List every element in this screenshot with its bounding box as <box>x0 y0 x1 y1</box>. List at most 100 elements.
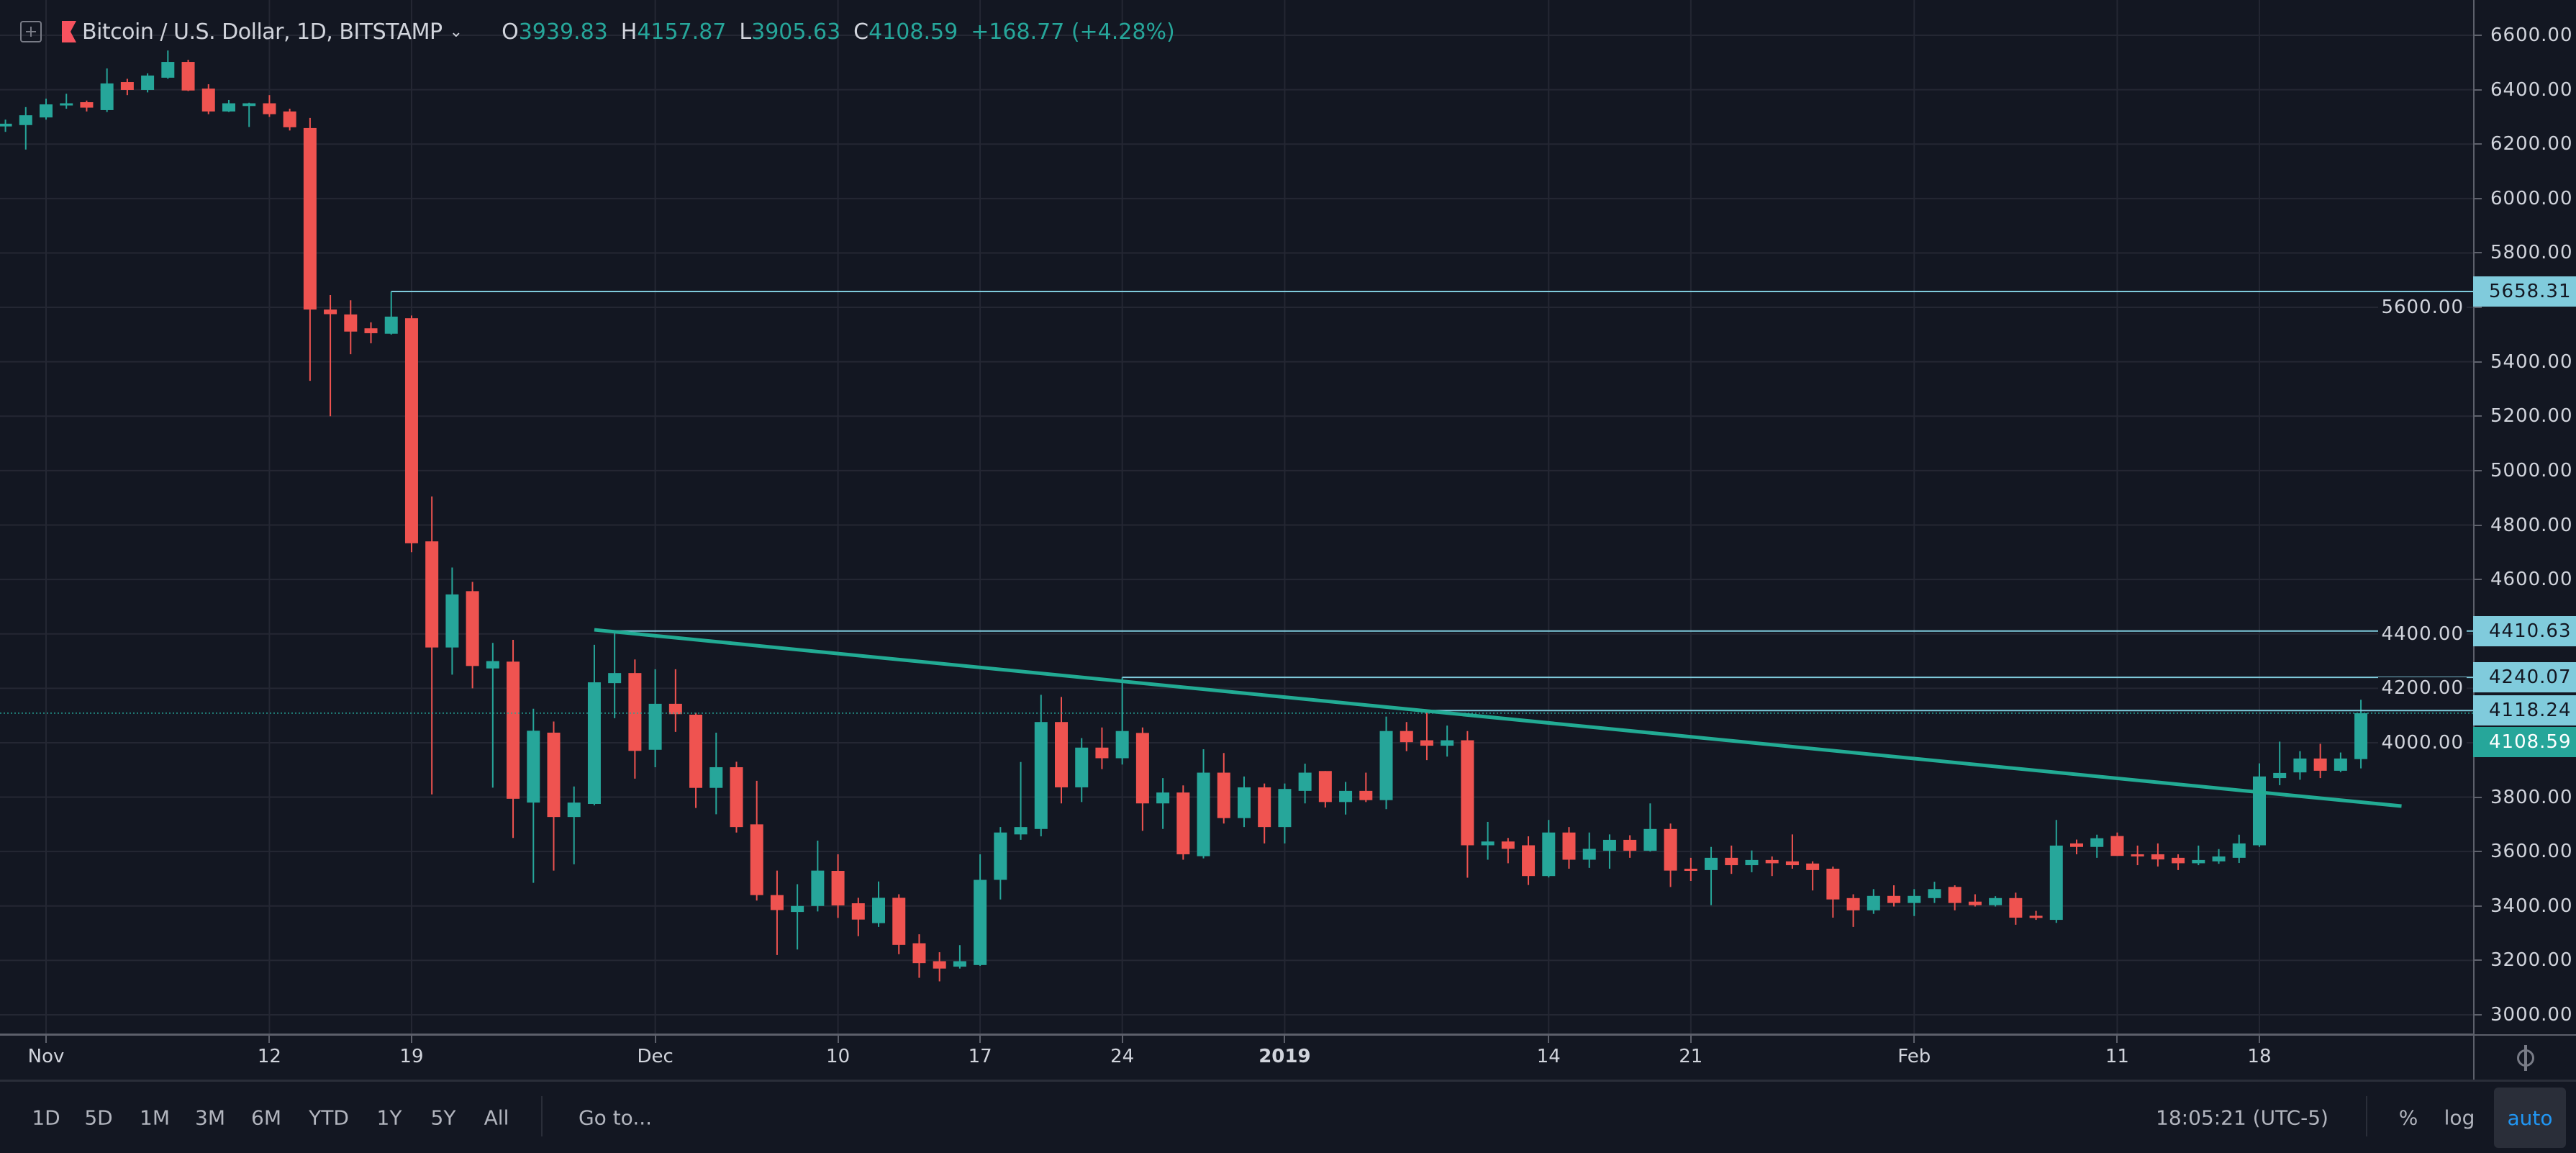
candle <box>1359 772 1373 802</box>
candle-body <box>770 895 784 910</box>
candle <box>1765 856 1779 877</box>
symbol-title[interactable]: Bitcoin / U.S. Dollar, 1D, BITSTAMP <box>82 19 443 45</box>
candle-body <box>1582 849 1596 860</box>
price-tick-label: 5200.00 <box>2490 405 2573 428</box>
candle <box>120 78 134 96</box>
candle <box>1055 697 1068 804</box>
time-tick-label: 21 <box>1679 1046 1703 1067</box>
candle <box>1745 850 1759 872</box>
candle <box>1441 725 1454 757</box>
price-chart[interactable] <box>0 0 2473 1034</box>
candle-body <box>608 673 622 684</box>
candle-body <box>709 767 723 788</box>
candle <box>567 786 581 864</box>
price-tick-label: 5800.00 <box>2490 242 2573 264</box>
range-6m-button[interactable]: 6M <box>251 1105 281 1129</box>
price-axis[interactable]: 3000.00 3200.00 3400.00 3600.00 3800.00 4000.… <box>2378 0 2576 1034</box>
time-tick <box>654 1036 656 1043</box>
price-tick <box>2475 143 2482 145</box>
chevron-down-icon[interactable]: ⌄ <box>449 22 463 41</box>
chart-pane[interactable]: Bitcoin / U.S. Dollar, 1D, BITSTAMP ⌄ O … <box>0 0 2473 1034</box>
percent-scale-toggle[interactable]: % <box>2398 1105 2418 1129</box>
time-tick-label: 11 <box>2105 1046 2129 1067</box>
chart-settings-button[interactable] <box>2473 1036 2576 1080</box>
price-tick <box>2475 959 2482 962</box>
candle <box>1339 782 1353 815</box>
trend-line[interactable] <box>594 628 2402 808</box>
candle <box>791 884 804 950</box>
price-tick <box>2475 851 2482 853</box>
candle-body <box>1887 895 1901 903</box>
time-tick <box>2116 1036 2118 1043</box>
compare-plus-icon[interactable] <box>20 21 42 42</box>
candle-body <box>1562 832 1576 860</box>
time-tick-label: 19 <box>399 1046 424 1067</box>
candle-body <box>100 83 114 110</box>
goto-date-button[interactable]: Go to... <box>578 1105 653 1129</box>
candle <box>527 708 540 883</box>
candle <box>161 50 175 79</box>
price-tick-label: 3800.00 <box>2490 786 2573 808</box>
time-tick <box>268 1036 271 1043</box>
range-3m-button[interactable]: 3M <box>195 1105 225 1129</box>
candle <box>303 117 317 381</box>
candle-body <box>161 62 175 78</box>
candle <box>912 934 926 978</box>
time-axis[interactable]: Nov 12 19 Dec 10 17 24 2019 14 21 Feb 11 18 <box>0 1036 2473 1080</box>
candle <box>892 894 906 954</box>
range-5d-button[interactable]: 5D <box>84 1105 113 1129</box>
candle <box>364 322 378 343</box>
price-tick <box>2475 89 2482 91</box>
candle-body <box>912 943 926 964</box>
time-tick-label: 14 <box>1536 1046 1561 1067</box>
time-tick-label: Nov <box>27 1046 65 1067</box>
price-tick <box>2475 252 2482 254</box>
range-5y-button[interactable]: 5Y <box>430 1105 456 1129</box>
bottom-toolbar: 1D 5D 1M 3M 6M YTD 1Y 5Y All Go to... 18… <box>0 1082 2576 1153</box>
candle-body <box>1542 832 1556 877</box>
candle <box>100 68 114 112</box>
candle <box>404 315 418 553</box>
range-ytd-button[interactable]: YTD <box>309 1105 349 1129</box>
candle-body <box>2232 843 2246 858</box>
range-1d-button[interactable]: 1D <box>32 1105 60 1129</box>
log-scale-toggle[interactable]: log <box>2444 1105 2475 1129</box>
range-1m-button[interactable]: 1M <box>140 1105 170 1129</box>
candle-body <box>791 905 804 913</box>
price-tick <box>2475 361 2482 363</box>
low-label: L <box>739 19 752 45</box>
candle-body <box>507 661 520 799</box>
candle <box>2009 892 2023 925</box>
price-tick <box>2475 307 2482 309</box>
time-tick <box>1548 1036 1550 1043</box>
time-tick <box>979 1036 981 1043</box>
timezone-clock[interactable]: 18:05:21 (UTC-5) <box>2156 1105 2328 1129</box>
candle <box>2334 752 2347 772</box>
candle <box>1826 866 1840 918</box>
candle <box>324 295 337 417</box>
range-all-button[interactable]: All <box>484 1105 509 1129</box>
candle-body <box>2151 854 2164 860</box>
candle-body <box>2354 713 2368 759</box>
candle-body <box>1806 863 1820 870</box>
range-1y-button[interactable]: 1Y <box>376 1105 402 1129</box>
candle <box>1908 889 1921 916</box>
candle-body <box>1948 887 1962 903</box>
time-tick <box>1284 1036 1286 1043</box>
toolbar-divider <box>0 1080 2576 1082</box>
candle <box>344 300 358 355</box>
candle <box>1176 785 1190 860</box>
candle-body <box>994 832 1007 880</box>
price-tick-label: 5600.00 <box>2378 297 2467 319</box>
price-tick-label: 4200.00 <box>2378 677 2467 700</box>
candle <box>689 713 703 808</box>
price-tick-label: 4400.00 <box>2378 623 2467 645</box>
candle <box>1501 838 1515 864</box>
time-tick <box>2258 1036 2260 1043</box>
candle-body <box>1725 857 1738 866</box>
auto-scale-toggle[interactable]: auto <box>2494 1088 2566 1148</box>
candle-body <box>303 127 317 310</box>
candle <box>141 73 155 93</box>
time-tick-label: 17 <box>968 1046 992 1067</box>
candle <box>1602 834 1616 869</box>
